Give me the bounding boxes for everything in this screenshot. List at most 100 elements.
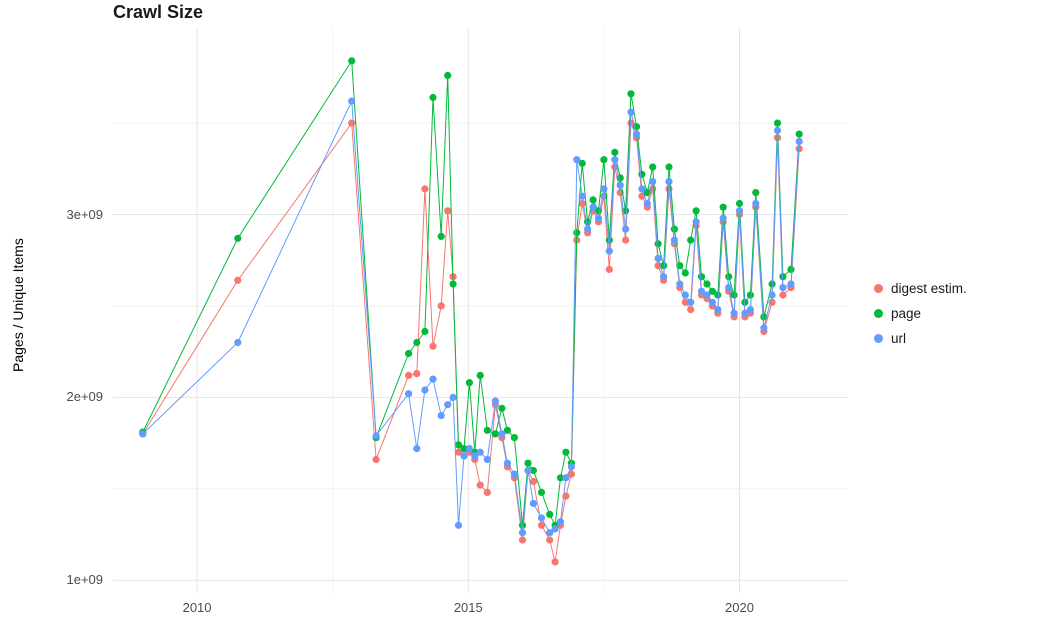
series-point-page bbox=[605, 236, 613, 244]
series-point-page bbox=[546, 510, 554, 518]
series-point-url bbox=[632, 130, 641, 138]
series-point-page bbox=[719, 203, 727, 211]
series-point-digest-estim bbox=[681, 298, 689, 306]
series-point-page bbox=[483, 426, 491, 434]
series-point-page bbox=[730, 291, 738, 299]
series-point-url bbox=[551, 525, 559, 533]
series-point-page bbox=[589, 196, 597, 204]
chart-title: Crawl Size bbox=[113, 2, 204, 22]
series-point-digest-estim bbox=[413, 370, 421, 378]
series-point-url bbox=[605, 247, 613, 255]
series-point-url bbox=[676, 280, 684, 288]
series-point-url bbox=[643, 199, 651, 208]
series-point-page bbox=[746, 291, 755, 299]
series-point-page bbox=[665, 163, 673, 171]
series-point-url bbox=[746, 306, 755, 314]
series-point-url bbox=[779, 284, 787, 292]
series-point-digest-estim bbox=[444, 207, 452, 215]
series-point-url bbox=[413, 445, 421, 453]
series-point-url bbox=[649, 178, 657, 186]
series-point-digest-estim bbox=[405, 371, 413, 379]
series-point-url bbox=[654, 254, 662, 262]
series-point-digest-estim bbox=[234, 276, 242, 284]
series-point-url bbox=[437, 412, 445, 420]
series-point-url bbox=[503, 459, 511, 467]
series-point-url bbox=[578, 192, 586, 200]
series-point-page bbox=[529, 466, 538, 475]
series-point-url bbox=[139, 430, 147, 438]
series-point-digest-estim bbox=[372, 455, 380, 464]
series-line-url bbox=[142, 99, 800, 534]
series-point-url bbox=[708, 298, 717, 306]
series-point-digest-estim bbox=[529, 477, 538, 486]
series-point-url bbox=[687, 298, 695, 306]
series-point-digest-estim bbox=[567, 470, 576, 478]
series-point-url bbox=[573, 156, 581, 164]
series-point-page bbox=[503, 426, 511, 434]
series-point-page bbox=[429, 93, 437, 102]
series-point-page bbox=[573, 229, 581, 237]
series-point-page bbox=[611, 148, 619, 156]
series-point-url bbox=[697, 287, 706, 295]
series-point-url bbox=[491, 397, 499, 405]
series-point-page bbox=[556, 474, 565, 482]
y-axis-tick-label: 3e+09 bbox=[66, 206, 103, 222]
series-point-digest-estim bbox=[687, 306, 695, 314]
series-point-url bbox=[562, 474, 570, 482]
series-point-page bbox=[752, 189, 760, 197]
series-point-page bbox=[413, 338, 421, 347]
legend-marker-digest-icon bbox=[874, 283, 883, 293]
series-point-url bbox=[546, 529, 554, 537]
series-point-page bbox=[510, 434, 518, 442]
series-point-url bbox=[476, 448, 484, 456]
series-point-page bbox=[524, 459, 532, 467]
series-point-url bbox=[719, 214, 727, 222]
series-point-url bbox=[665, 178, 673, 186]
series-point-url bbox=[567, 463, 576, 471]
series-point-digest-estim bbox=[483, 488, 491, 496]
series-point-page bbox=[421, 327, 429, 336]
series-point-page bbox=[498, 404, 506, 412]
series-point-url bbox=[405, 390, 413, 398]
series-point-url bbox=[518, 529, 527, 537]
series-point-url bbox=[735, 207, 744, 215]
legend-marker-url-icon bbox=[874, 333, 883, 343]
series-point-url bbox=[760, 324, 768, 332]
series-point-url bbox=[638, 185, 646, 193]
series-point-page bbox=[578, 159, 586, 167]
legend-label-page: page bbox=[891, 305, 922, 321]
series-point-url bbox=[348, 97, 356, 105]
series-point-page bbox=[465, 379, 473, 387]
x-axis-tick-label: 2015 bbox=[453, 600, 483, 615]
series-point-page bbox=[692, 207, 700, 215]
legend-label-url: url bbox=[891, 330, 907, 346]
series-point-page bbox=[660, 262, 668, 270]
series-point-digest-estim bbox=[454, 448, 463, 456]
series-point-digest-estim bbox=[537, 521, 546, 529]
series-point-url bbox=[449, 393, 457, 401]
series-point-url bbox=[692, 218, 700, 226]
series-point-page bbox=[795, 130, 803, 138]
series-point-url bbox=[465, 445, 473, 453]
series-point-url bbox=[584, 225, 592, 233]
series-point-page bbox=[537, 488, 546, 496]
series-point-digest-estim bbox=[779, 291, 787, 299]
series-point-digest-estim bbox=[546, 536, 554, 544]
series-point-url bbox=[795, 137, 803, 145]
series-point-page bbox=[681, 269, 689, 277]
series-point-url bbox=[714, 306, 722, 314]
series-point-page bbox=[787, 265, 795, 273]
legend-marker-page-icon bbox=[874, 308, 883, 318]
legend-item-url: url bbox=[874, 330, 967, 346]
series-point-page bbox=[627, 90, 635, 98]
series-point-url bbox=[773, 126, 782, 134]
series-point-page bbox=[741, 298, 749, 306]
series-point-digest-estim bbox=[348, 119, 356, 127]
series-point-url bbox=[483, 455, 491, 464]
series-point-digest-estim bbox=[605, 265, 613, 273]
series-point-url bbox=[600, 185, 608, 193]
series-point-url bbox=[429, 375, 437, 383]
series-point-page bbox=[476, 371, 484, 379]
series-point-page bbox=[454, 441, 463, 449]
